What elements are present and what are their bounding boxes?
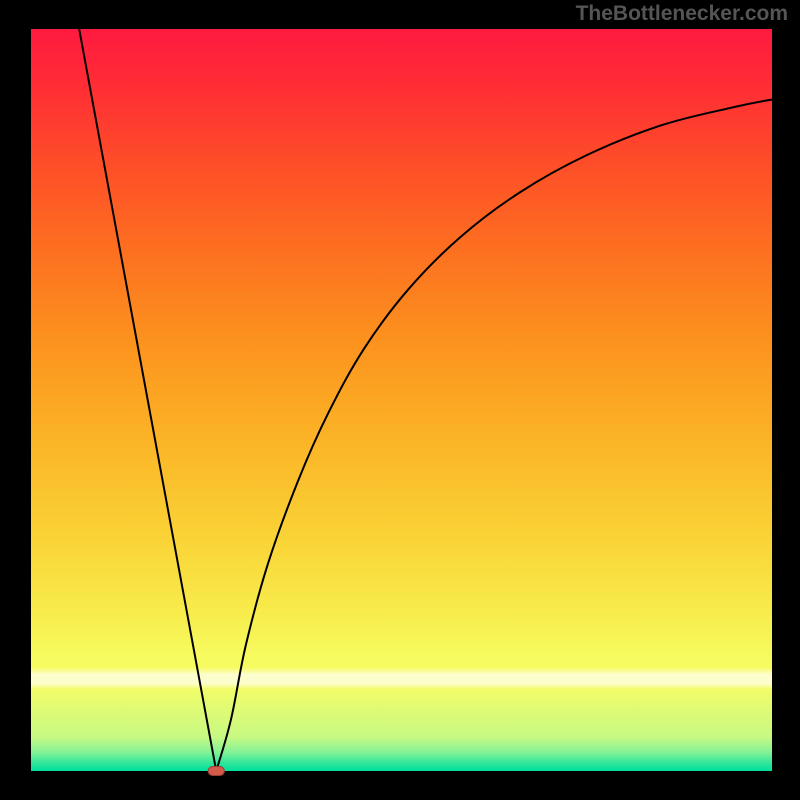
watermark-text: TheBottlenecker.com — [576, 2, 788, 26]
optimum-marker — [208, 767, 224, 776]
bottleneck-chart — [0, 0, 800, 800]
plot-background — [31, 29, 772, 771]
